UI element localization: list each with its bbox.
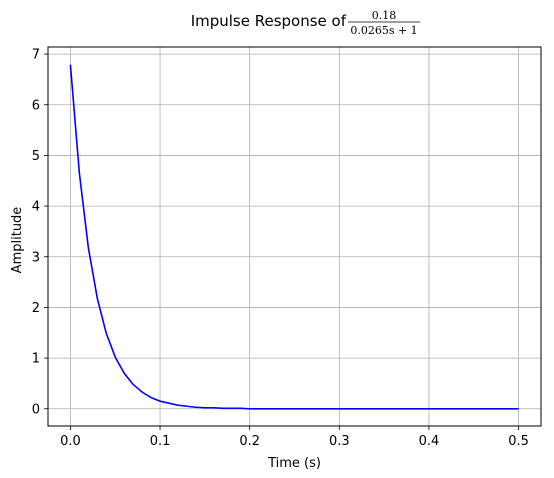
x-tick-label: 0.2 — [239, 434, 260, 449]
y-tick-label: 5 — [32, 149, 40, 164]
y-tick-label: 2 — [32, 301, 40, 316]
axis-ticks: 0.0 0.1 0.2 0.3 0.4 0.5 0 1 2 3 4 5 6 7 — [32, 48, 529, 449]
impulse-response-line — [69, 64, 519, 410]
x-tick-label: 0.5 — [508, 434, 529, 449]
chart-title-numerator: 0.18 — [372, 9, 397, 22]
plot-area-frame — [47, 46, 542, 427]
y-axis-label: Amplitude — [10, 207, 25, 274]
chart-title-denominator: 0.0265s + 1 — [350, 24, 417, 37]
y-tick-label: 1 — [32, 352, 40, 367]
x-tick-label: 0.1 — [150, 434, 171, 449]
chart-title: Impulse Response of 0.18 0.0265s + 1 — [191, 9, 420, 37]
y-tick-label: 3 — [32, 250, 40, 265]
x-tick-label: 0.0 — [60, 434, 81, 449]
x-tick-label: 0.3 — [329, 434, 350, 449]
x-tick-label: 0.4 — [419, 434, 440, 449]
y-tick-label: 7 — [32, 48, 40, 63]
series-layer — [69, 64, 519, 410]
x-axis-label: Time (s) — [267, 456, 321, 471]
chart-title-prefix: Impulse Response of — [191, 12, 347, 30]
y-tick-label: 4 — [32, 200, 40, 215]
y-tick-label: 6 — [32, 98, 40, 113]
y-tick-label: 0 — [32, 402, 40, 417]
